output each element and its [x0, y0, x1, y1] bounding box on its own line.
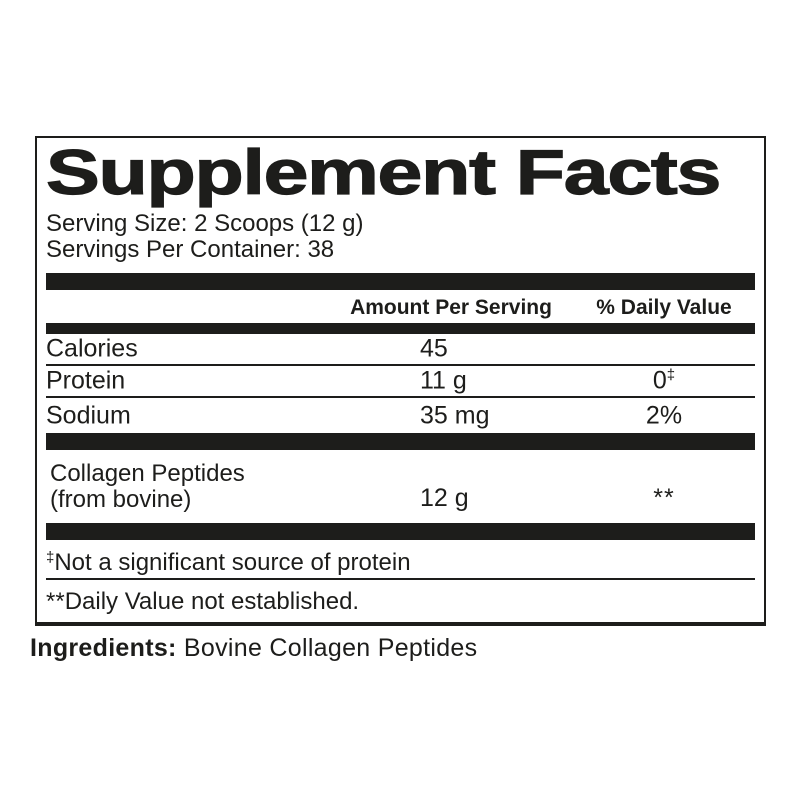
- panel-title-text: Supplement Facts: [45, 138, 722, 208]
- ingredients-statement: Ingredients: Bovine Collagen Peptides: [30, 634, 477, 662]
- divider-medium-under-header: [46, 323, 755, 334]
- ingredient-name-line1: Collagen Peptides: [50, 459, 245, 487]
- ingredient-name-line2: (from bovine): [50, 485, 192, 513]
- divider-thick-top: [46, 273, 755, 290]
- footnote-text: Not a significant source of protein: [54, 549, 411, 576]
- daily-value-header: % Daily Value: [596, 296, 732, 319]
- nutrient-amount: 45: [420, 334, 448, 363]
- asterisks-prefix: **: [46, 588, 65, 615]
- divider-thick-middle: [46, 433, 755, 450]
- nutrient-amount: 11 g: [420, 366, 467, 395]
- panel-title: Supplement Facts: [45, 138, 755, 208]
- nutrient-name: Calories: [46, 334, 138, 363]
- ingredients-label: Ingredients:: [30, 634, 177, 662]
- divider-thick-bottom: [46, 523, 755, 540]
- footnote-daily-value: **Daily Value not established.: [46, 580, 755, 622]
- servings-per-container-line: Servings Per Container: 38: [46, 236, 335, 263]
- table-row-sodium: Sodium 35 mg 2%: [46, 398, 755, 433]
- dv-value: 0: [652, 366, 667, 395]
- table-row-protein: Protein 11 g 0‡: [46, 366, 755, 398]
- serving-size-line: Serving Size: 2 Scoops (12 g): [46, 210, 364, 237]
- amount-per-serving-header: Amount Per Serving: [350, 296, 552, 319]
- double-dagger-icon: ‡: [46, 549, 55, 566]
- ingredient-amount: 12 g: [420, 484, 469, 512]
- double-dagger-icon: ‡: [666, 366, 676, 384]
- nutrient-dv: 2%: [645, 401, 683, 429]
- supplement-facts-panel: Supplement Facts Serving Size: 2 Scoops …: [35, 136, 766, 626]
- nutrient-name: Protein: [46, 366, 126, 395]
- nutrient-dv: 0‡: [586, 367, 742, 396]
- ingredient-dv-asterisks: **: [653, 484, 675, 512]
- ingredients-value: Bovine Collagen Peptides: [176, 634, 478, 662]
- table-row-calories: Calories 45: [46, 334, 755, 366]
- nutrient-amount: 35 mg: [420, 401, 490, 429]
- nutrient-name: Sodium: [46, 401, 131, 429]
- footnote-text: Daily Value not established.: [64, 588, 360, 615]
- column-header-row: Amount Per Serving % Daily Value: [46, 290, 755, 323]
- footnote-protein: ‡Not a significant source of protein: [46, 540, 755, 580]
- ingredient-name: Collagen Peptides (from bovine): [46, 459, 245, 513]
- table-row-collagen-peptides: Collagen Peptides (from bovine) 12 g **: [46, 450, 755, 523]
